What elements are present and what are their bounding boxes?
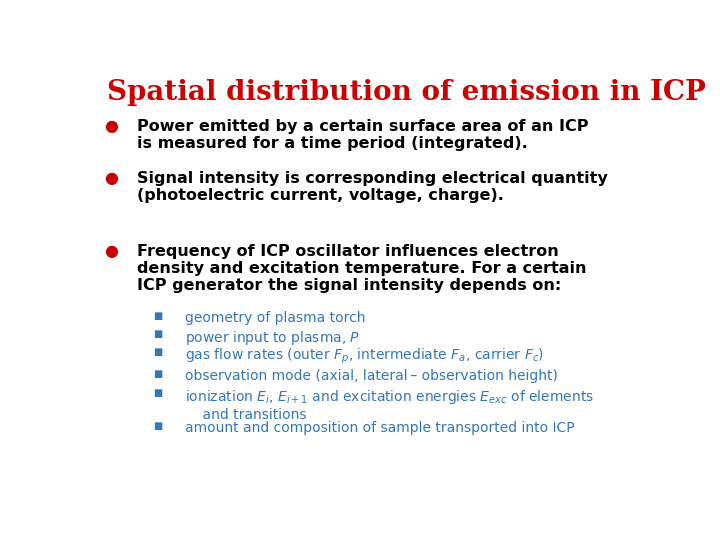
Text: Spatial distribution of emission in ICP: Spatial distribution of emission in ICP [107,79,706,106]
Text: geometry of plasma torch: geometry of plasma torch [185,311,365,325]
Text: ■: ■ [153,369,163,379]
Text: ■: ■ [153,388,163,398]
Text: gas flow rates (outer $\mathit{F_p}$, intermediate $\mathit{F_a}$, carrier $\mat: gas flow rates (outer $\mathit{F_p}$, in… [185,347,544,366]
Text: ●: ● [104,171,118,186]
Text: observation mode (axial, lateral – observation height): observation mode (axial, lateral – obser… [185,369,558,383]
Text: ●: ● [104,244,118,259]
Text: ■: ■ [153,347,163,357]
Text: ●: ● [104,119,118,134]
Text: ionization $\mathit{E_i}$, $\mathit{E_{i+1}}$ and excitation energies $\mathit{E: ionization $\mathit{E_i}$, $\mathit{E_{i… [185,388,594,422]
Text: Power emitted by a certain surface area of an ICP
is measured for a time period : Power emitted by a certain surface area … [138,119,589,151]
Text: Frequency of ICP oscillator influences electron
density and excitation temperatu: Frequency of ICP oscillator influences e… [138,244,587,293]
Text: Signal intensity is corresponding electrical quantity
(photoelectric current, vo: Signal intensity is corresponding electr… [138,171,608,203]
Text: ■: ■ [153,421,163,431]
Text: ■: ■ [153,329,163,339]
Text: amount and composition of sample transported into ICP: amount and composition of sample transpo… [185,421,575,435]
Text: ■: ■ [153,311,163,321]
Text: power input to plasma, $\mathit{P}$: power input to plasma, $\mathit{P}$ [185,329,360,347]
